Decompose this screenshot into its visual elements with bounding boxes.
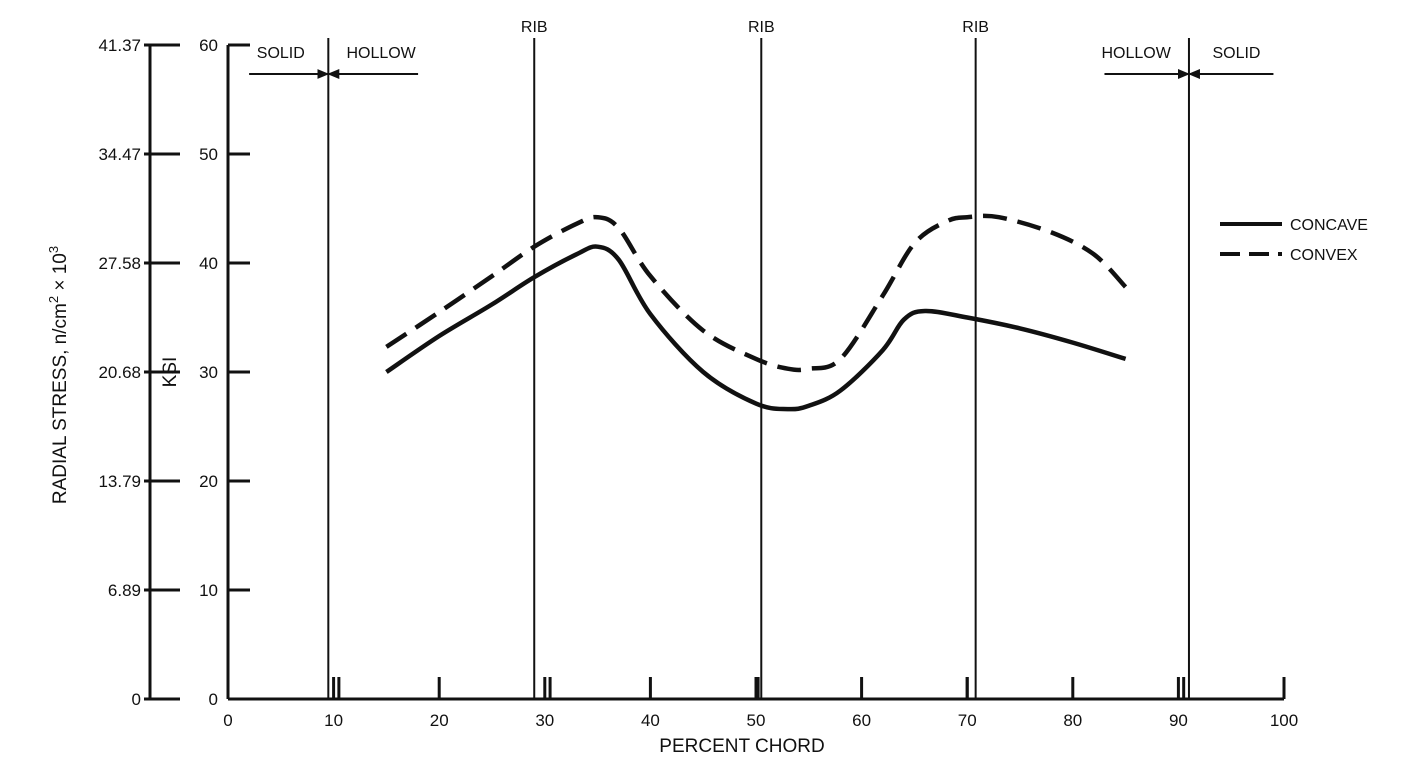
secondary-y-tick-label: 27.58 xyxy=(98,254,141,273)
secondary-y-axis-title-sup1: 2 xyxy=(46,296,61,303)
region-label: SOLID xyxy=(1212,45,1260,62)
x-tick-label: 50 xyxy=(747,711,766,730)
x-tick-label: 90 xyxy=(1169,711,1188,730)
x-tick-label: 40 xyxy=(641,711,660,730)
rib-label: RIB xyxy=(748,19,775,36)
y-tick-label: 60 xyxy=(199,36,218,55)
series-concave-line xyxy=(385,244,1127,412)
secondary-y-tick-label: 34.47 xyxy=(98,145,141,164)
x-axis-title: PERCENT CHORD xyxy=(659,736,824,757)
region-label: SOLID xyxy=(257,45,305,62)
rib-label: RIB xyxy=(521,19,548,36)
region-label: HOLLOW xyxy=(1101,45,1171,62)
y-tick-label: 40 xyxy=(199,254,218,273)
secondary-y-axis-title-base: RADIAL STRESS, n/cm xyxy=(50,303,71,504)
x-tick-label: 30 xyxy=(535,711,554,730)
legend-concave-label: CONCAVE xyxy=(1290,217,1368,234)
secondary-y-axis-title: RADIAL STRESS, n/cm2 × 103 xyxy=(46,246,71,504)
x-tick-label: 10 xyxy=(324,711,343,730)
secondary-y-tick-label: 41.37 xyxy=(98,36,141,55)
plot-area: 0 10 20 30 40 50 60 70 80 90 100 0 10 20 30 40 50 60 0 6.89… xyxy=(98,19,1298,730)
y-tick-label: 30 xyxy=(199,363,218,382)
x-tick-label: 80 xyxy=(1063,711,1082,730)
region-label: HOLLOW xyxy=(346,45,416,62)
secondary-y-axis-title-sup2: 3 xyxy=(46,246,61,253)
x-tick-label: 70 xyxy=(958,711,977,730)
secondary-y-tick-label: 20.68 xyxy=(98,363,141,382)
secondary-y-tick-label: 0 xyxy=(132,690,141,709)
x-tick-label: 0 xyxy=(223,711,232,730)
y-tick-label: 20 xyxy=(199,472,218,491)
x-tick-label: 100 xyxy=(1270,711,1298,730)
series-convex-line xyxy=(385,213,1128,373)
y-tick-label: 10 xyxy=(199,581,218,600)
secondary-y-tick-label: 6.89 xyxy=(108,581,141,600)
legend-convex-label: CONVEX xyxy=(1290,247,1358,264)
rib-label: RIB xyxy=(962,19,989,36)
legend: CONCAVE CONVEX xyxy=(1220,217,1368,264)
y-tick-label: 50 xyxy=(199,145,218,164)
secondary-y-axis-title-mid: × 10 xyxy=(50,253,71,296)
x-tick-label: 20 xyxy=(430,711,449,730)
y-tick-label: 0 xyxy=(209,690,218,709)
x-tick-label: 60 xyxy=(852,711,871,730)
secondary-y-tick-label: 13.79 xyxy=(98,472,141,491)
